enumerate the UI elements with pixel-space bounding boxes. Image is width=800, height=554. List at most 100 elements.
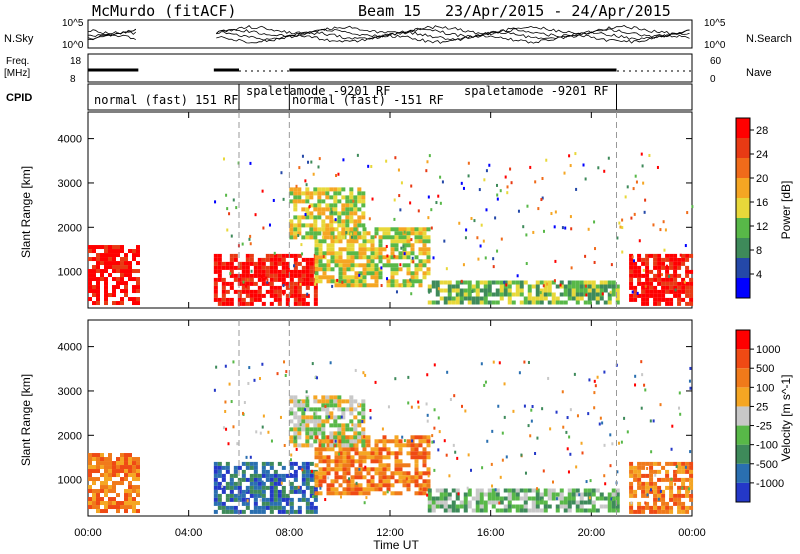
data-cell bbox=[633, 265, 638, 270]
data-cell bbox=[402, 475, 407, 480]
data-cell bbox=[313, 203, 318, 208]
data-cell bbox=[309, 211, 314, 216]
scatter-cell bbox=[466, 486, 469, 490]
data-cell bbox=[587, 296, 592, 301]
data-cell bbox=[358, 247, 363, 252]
data-cell bbox=[329, 435, 334, 440]
data-cell bbox=[237, 489, 242, 494]
data-cell bbox=[309, 269, 314, 274]
data-cell bbox=[418, 267, 423, 272]
data-cell bbox=[321, 211, 326, 216]
data-cell bbox=[361, 211, 366, 216]
scatter-cell bbox=[227, 442, 230, 446]
scatter-cell bbox=[688, 490, 691, 494]
data-cell bbox=[120, 269, 124, 274]
scatter-cell bbox=[621, 218, 624, 222]
data-cell bbox=[426, 259, 431, 264]
scatter-cell bbox=[385, 159, 388, 163]
data-cell bbox=[354, 459, 359, 464]
colorbar-segment bbox=[736, 387, 750, 407]
data-cell bbox=[386, 283, 391, 288]
data-cell bbox=[475, 488, 480, 493]
scatter-cell bbox=[484, 256, 487, 260]
scatter-cell bbox=[616, 236, 619, 240]
data-cell bbox=[96, 277, 100, 282]
data-cell bbox=[229, 489, 234, 494]
data-cell bbox=[394, 435, 399, 440]
data-cell bbox=[357, 231, 362, 236]
scatter-cell bbox=[647, 254, 650, 258]
data-cell bbox=[527, 288, 532, 293]
data-cell bbox=[661, 509, 666, 514]
data-cell bbox=[136, 277, 140, 282]
data-cell bbox=[637, 281, 642, 286]
data-cell bbox=[503, 284, 508, 289]
data-cell bbox=[116, 493, 120, 498]
scatter-cell bbox=[670, 447, 673, 451]
data-cell bbox=[132, 509, 136, 514]
data-cell bbox=[599, 504, 604, 509]
data-cell bbox=[213, 481, 218, 486]
data-cell bbox=[241, 469, 246, 474]
data-cell bbox=[370, 271, 375, 276]
data-cell bbox=[213, 257, 218, 262]
scatter-cell bbox=[681, 486, 684, 490]
data-cell bbox=[539, 288, 544, 293]
data-cell bbox=[96, 453, 100, 458]
data-cell bbox=[317, 191, 322, 196]
data-cell bbox=[418, 491, 423, 496]
scatter-cell bbox=[644, 388, 647, 392]
data-cell bbox=[305, 235, 310, 240]
data-cell bbox=[386, 447, 391, 452]
data-cell bbox=[297, 195, 302, 200]
data-cell bbox=[390, 271, 395, 276]
scatter-cell bbox=[587, 412, 590, 416]
data-cell bbox=[277, 273, 282, 278]
data-cell bbox=[273, 253, 278, 258]
data-cell bbox=[426, 435, 431, 440]
data-cell bbox=[370, 459, 375, 464]
colorbar-frame bbox=[735, 329, 751, 503]
scatter-cell bbox=[684, 465, 687, 469]
data-cell bbox=[120, 273, 124, 278]
data-cell bbox=[112, 269, 116, 274]
data-cell bbox=[309, 257, 314, 262]
data-cell bbox=[345, 423, 350, 428]
data-cell bbox=[681, 505, 686, 510]
data-cell bbox=[289, 227, 294, 232]
data-cell bbox=[418, 279, 423, 284]
data-cell bbox=[555, 296, 560, 301]
data-cell bbox=[297, 187, 302, 192]
data-cell bbox=[221, 277, 226, 282]
data-cell bbox=[475, 288, 480, 293]
data-cell bbox=[362, 275, 367, 280]
data-cell bbox=[309, 261, 314, 266]
data-cell bbox=[677, 301, 682, 306]
data-cell bbox=[645, 293, 650, 298]
data-cell bbox=[475, 508, 480, 513]
data-cell bbox=[233, 277, 238, 282]
nave-label: Nave bbox=[746, 67, 772, 79]
data-cell bbox=[629, 461, 634, 466]
scatter-cell bbox=[283, 443, 286, 447]
data-cell bbox=[257, 269, 262, 274]
data-cell bbox=[325, 419, 330, 424]
scatter-cell bbox=[374, 254, 377, 258]
data-cell bbox=[305, 301, 310, 306]
data-cell bbox=[221, 293, 226, 298]
data-cell bbox=[237, 293, 242, 298]
data-cell bbox=[353, 435, 358, 440]
data-cell bbox=[322, 239, 327, 244]
data-cell bbox=[414, 483, 419, 488]
data-cell bbox=[547, 280, 552, 285]
data-cell bbox=[229, 509, 234, 514]
data-cell bbox=[353, 231, 358, 236]
data-cell bbox=[341, 207, 346, 212]
data-cell bbox=[305, 403, 310, 408]
data-cell bbox=[559, 300, 564, 305]
data-cell bbox=[435, 504, 440, 509]
data-cell bbox=[329, 395, 334, 400]
data-cell bbox=[358, 279, 363, 284]
data-cell bbox=[221, 289, 226, 294]
data-cell bbox=[665, 477, 670, 482]
